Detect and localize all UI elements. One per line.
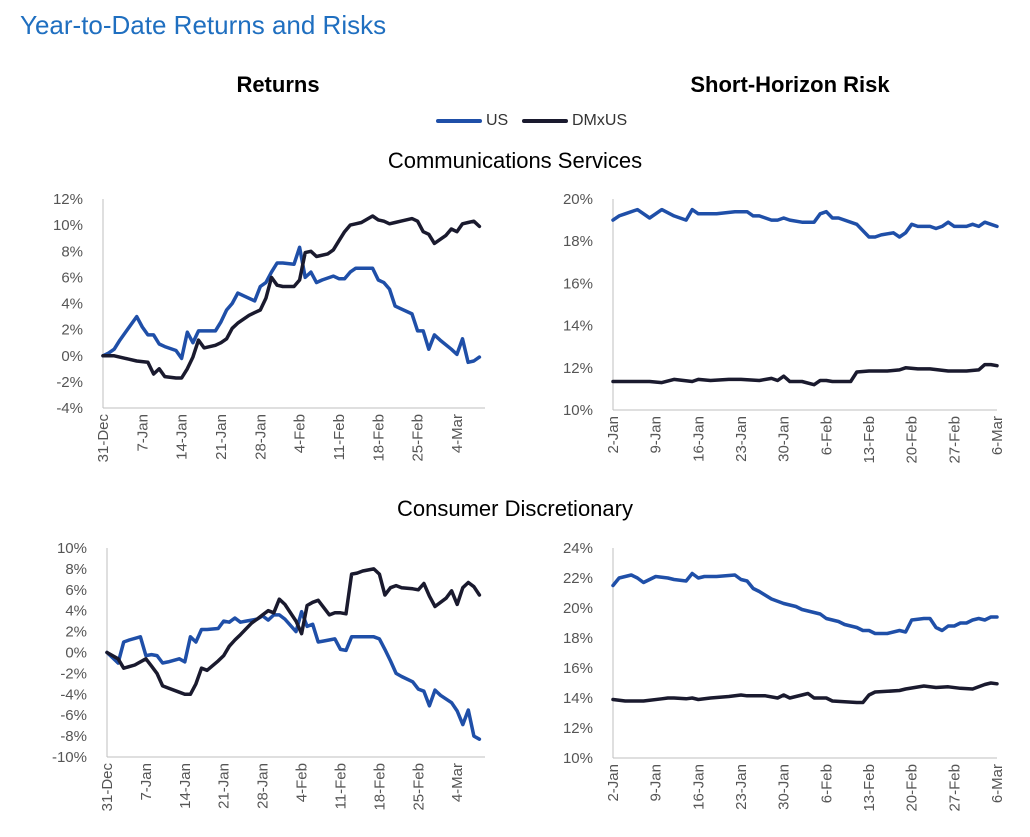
y-tick-label: 18% [563,233,593,250]
legend-item-us: US [436,112,508,130]
y-tick-label: 18% [563,630,593,647]
x-tick-label: 7-Jan [134,414,151,452]
series-line-us [611,207,999,239]
x-tick-label: 16-Jan [690,416,707,462]
x-tick-label: 31-Dec [99,763,116,812]
x-tick-label: 25-Feb [410,414,427,462]
y-tick-label: -2% [60,665,87,682]
x-tick-label: 20-Feb [904,764,921,812]
x-tick-label: 18-Feb [371,763,388,811]
y-tick-label: 2% [61,322,83,339]
x-tick-label: 13-Feb [861,416,878,464]
legend: US DMxUS [0,112,1030,132]
x-tick-label: 23-Jan [733,764,750,810]
y-tick-label: 10% [563,402,593,419]
returns-column-heading: Returns [236,72,320,97]
y-tick-label: 10% [57,540,87,557]
legend-swatch-us [436,119,482,123]
y-tick-label: -10% [52,749,87,766]
series-line-us [611,571,999,636]
x-tick-label: 4-Feb [292,414,309,453]
series-line-us [101,245,482,365]
x-tick-label: 28-Jan [255,763,272,809]
x-tick-label: 14-Jan [174,414,191,460]
y-tick-label: 10% [53,217,83,234]
chart-panel-cd-returns: -10% -8% -6% -4% -2% 0% 2% 4% 6% 8% 10% 31-Dec 7-Jan… [52,540,485,811]
x-tick-label: 9-Jan [648,416,665,454]
y-tick-label: 24% [563,540,593,557]
x-tick-label: 4-Feb [294,763,311,802]
x-tick-label: 9-Jan [648,764,665,802]
x-tick-label: 27-Feb [946,764,963,812]
legend-label-dmxus: DMxUS [572,112,628,129]
series-line-dmxus [101,214,482,380]
x-tick-label: 6-Feb [818,416,835,455]
x-tick-label: 4-Mar [449,414,466,453]
series-line-dmxus [611,362,999,387]
y-tick-label: 8% [61,243,83,260]
legend-swatch-dmxus [522,119,568,123]
x-tick-label: 21-Jan [213,414,230,460]
sector-heading-consumer-discretionary: Consumer Discretionary [397,496,633,521]
x-tick-label: 28-Jan [252,414,269,460]
y-tick-label: -2% [56,374,83,391]
x-tick-label: 13-Feb [861,764,878,812]
y-tick-label: 22% [563,570,593,587]
x-tick-label: 21-Jan [216,763,233,809]
x-tick-label: 16-Jan [690,764,707,810]
series-line-dmxus [611,681,999,705]
x-tick-label: 2-Jan [605,764,622,802]
y-tick-label: -8% [60,728,87,745]
x-tick-label: 30-Jan [776,764,793,810]
y-tick-label: 4% [61,296,83,313]
chart-panel-cd-risk: 10% 12% 14% 16% 18% 20% 22% 24% 2-Jan 9-Jan 16-Jan… [563,540,1006,812]
chart-panel-comm-returns: -4% -2% 0% 2% 4% 6% 8% 10% 12% 31-Dec 7-Jan 14-Jan 2… [53,191,485,462]
y-tick-label: 12% [53,191,83,208]
y-tick-label: 16% [563,660,593,677]
y-tick-label: 6% [61,269,83,286]
x-tick-label: 4-Mar [449,763,466,802]
series-line-dmxus [105,567,482,697]
x-tick-label: 7-Jan [138,763,155,801]
legend-label-us: US [486,112,509,129]
y-tick-label: 10% [563,750,593,767]
y-tick-label: 16% [563,275,593,292]
y-tick-label: 8% [65,561,87,578]
y-tick-label: 4% [65,603,87,620]
y-tick-label: 2% [65,624,87,641]
risk-column-heading: Short-Horizon Risk [690,72,890,97]
x-tick-label: 18-Feb [370,414,387,462]
x-tick-label: 31-Dec [95,414,112,463]
x-tick-label: 30-Jan [776,416,793,462]
x-tick-label: 6-Mar [989,416,1006,455]
sector-heading-communications: Communications Services [387,148,643,173]
x-tick-label: 6-Mar [989,764,1006,803]
y-tick-label: 14% [563,690,593,707]
y-tick-label: 12% [563,360,593,377]
x-tick-label: 25-Feb [410,763,427,811]
chart-panel-comm-risk: 10% 12% 14% 16% 18% 20% 2-Jan 9-Jan 16-Jan 23-Jan… [563,191,1006,464]
page-title: Year-to-Date Returns and Risks [20,10,387,40]
y-tick-label: -4% [60,686,87,703]
x-tick-label: 2-Jan [605,416,622,454]
y-tick-label: 0% [61,348,83,365]
y-tick-label: 20% [563,600,593,617]
legend-item-dmxus: DMxUS [522,112,627,130]
y-tick-label: 6% [65,582,87,599]
x-tick-label: 27-Feb [946,416,963,464]
x-tick-label: 11-Feb [332,763,349,809]
series-line-us [105,609,482,741]
y-tick-label: 12% [563,720,593,737]
x-tick-label: 11-Feb [331,414,348,460]
y-tick-label: -6% [60,707,87,724]
y-tick-label: 14% [563,318,593,335]
x-tick-label: 20-Feb [904,416,921,464]
y-tick-label: 20% [563,191,593,208]
x-tick-label: 23-Jan [733,416,750,462]
x-tick-label: 14-Jan [177,763,194,809]
y-tick-label: -4% [56,400,83,417]
y-tick-label: 0% [65,645,87,662]
x-tick-label: 6-Feb [818,764,835,803]
